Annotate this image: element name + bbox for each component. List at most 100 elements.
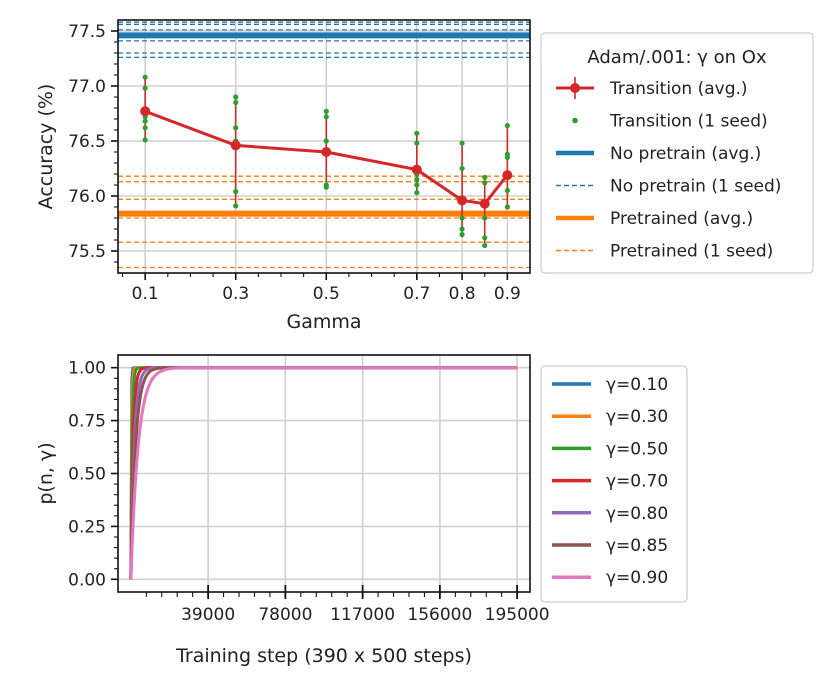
legend-label: γ=0.10 [606,375,668,395]
bottom-y-tick-label: 1.00 [68,359,106,379]
top-x-tick-label: 0.9 [494,284,521,304]
bottom-legend-box [540,365,688,603]
bottom-y-axis-label: p(n, γ) [35,442,57,504]
transition-seed-point [233,125,239,131]
probability-curve [129,366,518,580]
top-y-tick-label: 76.5 [68,132,106,152]
top-gridlines [118,20,530,273]
transition-seed-point [323,138,329,144]
top-y-tick-label: 77.5 [68,22,106,42]
transition-seed-point [414,182,420,188]
transition-avg-point [502,170,513,181]
legend-entry: γ=0.30 [552,407,668,427]
top-x-tick-label: 0.8 [449,284,476,304]
bottom-y-tick-label: 0.75 [68,412,106,432]
transition-seed-point [504,154,510,161]
transition-seed-point [233,94,239,100]
legend-label: Pretrained (1 seed) [610,242,773,262]
transition-seed-point [504,204,510,210]
transition-seed-point [482,215,488,221]
legend-entry: γ=0.10 [552,375,668,395]
transition-seed-point [482,242,488,249]
legend-label: γ=0.80 [606,504,668,524]
legend-label: γ=0.30 [606,407,668,427]
top-x-tick-label: 0.7 [403,284,430,304]
transition-seed-point [323,114,329,120]
legend-entry: γ=0.90 [552,568,668,588]
probability-curves [129,366,518,580]
transition-seed-point [459,165,465,172]
legend-entry: γ=0.50 [552,439,668,459]
legend-title: Adam/.001: γ on Ox [587,47,767,68]
bottom-y-tick-label: 0.00 [68,570,106,590]
baseline-lines [118,21,530,269]
transition-seed-point [459,140,465,146]
transition-seed-point [482,174,488,180]
bottom-gridlines [118,355,530,592]
legend-entry: Transition (1 seed) [572,112,768,132]
legend-label: Transition (1 seed) [609,112,768,132]
top-legend: Adam/.001: γ on Ox Transition (avg.) Tran… [540,32,814,274]
bottom-legend: γ=0.10 γ=0.30 γ=0.50 γ=0.70 γ=0.80 γ=0.85 γ=0.… [540,365,688,603]
transition-seed-point [233,189,239,195]
top-x-tick-label: 0.1 [132,284,159,304]
transition-seed-point [414,176,420,183]
transition-seed-point [142,137,148,143]
top-plot-frame [117,19,531,274]
legend-swatch-marker [570,83,580,93]
transition-seed-point [504,123,510,129]
transition-avg-point [230,140,241,151]
transition-seed-point [142,125,148,131]
legend-label: γ=0.90 [606,568,668,588]
legend-entry: Pretrained (1 seed) [556,242,773,262]
transition-seed-point [504,187,510,194]
transition-seed-point [142,118,148,124]
transition-seed-point [414,140,420,146]
bottom-x-tick-label: 117000 [330,605,395,625]
legend-label: γ=0.50 [606,439,668,459]
top-y-tick-label: 75.5 [68,242,106,262]
legend-label: γ=0.85 [606,536,668,556]
legend-entry: Transition (avg.) [556,77,748,99]
legend-entry: γ=0.80 [552,504,668,524]
legend-label: Pretrained (avg.) [610,209,753,229]
legend-entry: No pretrain (1 seed) [556,177,781,197]
transition-seed-point [482,235,488,241]
transition-avg-point [140,106,151,117]
legend-entry: No pretrain (avg.) [556,144,761,164]
top-axis-ticks: 75.5 76.0 76.5 77.0 77.5 0.1 0.3 0.5 0.7 0.8 0.9 [68,22,521,304]
transition-seed-point [414,190,420,196]
bottom-x-tick-label: 156000 [407,605,472,625]
transition-seed-point [459,231,465,238]
transition-avg-point [479,198,490,209]
top-y-tick-label: 76.0 [68,187,106,207]
bottom-x-axis-label: Training step (390 x 500 steps) [175,645,472,667]
bottom-x-tick-label: 39000 [181,605,235,625]
transition-seed-point [323,108,329,114]
top-x-tick-label: 0.5 [313,284,340,304]
transition-seed-point [142,74,148,80]
bottom-y-tick-label: 0.25 [68,517,106,537]
transition-avg-point [411,164,422,175]
transition-seed-point [414,130,420,136]
transition-avg-point [457,195,468,206]
top-y-axis-label: Accuracy (%) [35,84,57,210]
top-legend-box [540,32,814,274]
transition-seed-point [459,215,465,221]
bottom-axis-ticks: 0.00 0.25 0.50 0.75 1.00 39000 78000 117000 1560… [68,359,549,625]
legend-entry: γ=0.85 [552,536,668,556]
transition-seed-point [233,203,239,209]
top-y-tick-label: 77.0 [68,77,106,97]
legend-label: γ=0.70 [606,472,668,492]
transition-series [140,74,513,249]
legend-entry: γ=0.70 [552,472,668,492]
transition-avg-point [321,147,332,157]
bottom-x-tick-label: 195000 [485,605,550,625]
legend-label: No pretrain (avg.) [610,144,761,164]
transition-seed-point [142,85,148,91]
accuracy-vs-gamma-chart: 75.5 76.0 76.5 77.0 77.5 0.1 0.3 0.5 0.7 0.8 0.9 G… [35,19,814,333]
bottom-y-tick-label: 0.50 [68,465,106,485]
probability-vs-step-chart: 0.00 0.25 0.50 0.75 1.00 39000 78000 117000 1560… [35,354,688,667]
legend-entry: Pretrained (avg.) [556,209,753,229]
